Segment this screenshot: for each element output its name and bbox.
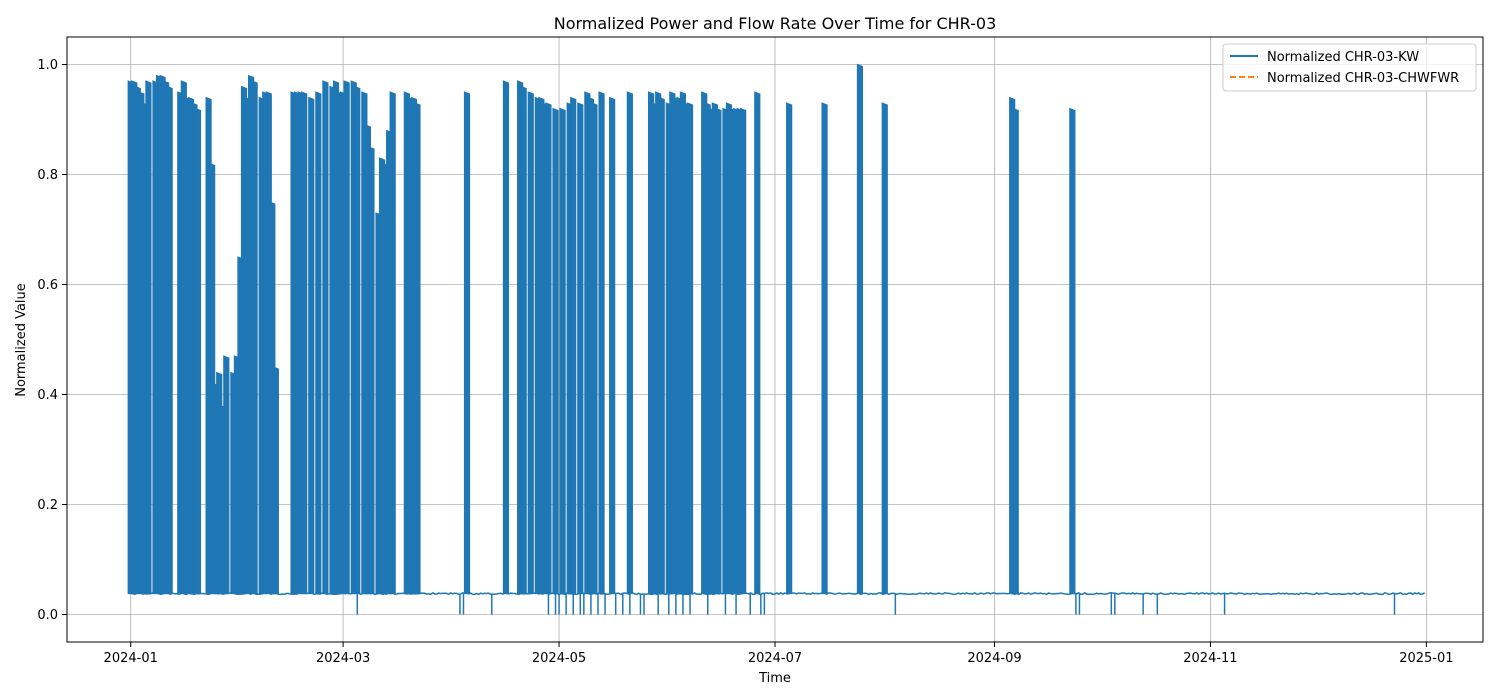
- kw-spike: [570, 96, 577, 595]
- kw-spike: [308, 96, 315, 595]
- kw-spike: [856, 63, 864, 595]
- kw-spike: [301, 91, 308, 595]
- x-axis: 2024-01 2024-03 2024-05 2024-07 2024-09 2024-…: [104, 642, 1454, 666]
- kw-spike: [754, 91, 761, 595]
- kw-spike: [577, 102, 584, 595]
- kw-spike: [322, 80, 329, 595]
- x-tick-label: 2024-03: [316, 651, 370, 666]
- x-tick-label: 2025-01: [1399, 651, 1453, 666]
- x-tick-label: 2024-11: [1183, 651, 1237, 666]
- x-tick-label: 2024-05: [532, 651, 586, 666]
- kw-spike: [272, 366, 279, 595]
- kw-spike: [658, 96, 665, 595]
- kw-spike: [389, 91, 396, 595]
- kw-spike: [145, 80, 152, 595]
- kw-spike: [545, 102, 552, 595]
- kw-spike: [343, 80, 350, 595]
- kw-spike: [315, 91, 322, 595]
- y-tick-label: 1.0: [37, 58, 58, 73]
- legend-label-kw: Normalized CHR-03-KW: [1267, 50, 1419, 65]
- kw-spike: [527, 91, 534, 595]
- kw-spike: [1012, 107, 1019, 595]
- kw-spike: [881, 102, 888, 595]
- kw-spike: [223, 355, 230, 595]
- x-axis-label: Time: [758, 671, 791, 686]
- kw-spike: [591, 102, 598, 595]
- kw-spike: [559, 107, 566, 595]
- chart-title: Normalized Power and Flow Rate Over Time…: [554, 14, 997, 33]
- legend-label-chwfwr: Normalized CHR-03-CHWFWR: [1267, 71, 1459, 86]
- kw-spike: [786, 102, 793, 595]
- kw-spike: [686, 102, 694, 595]
- kw-spike: [626, 91, 633, 595]
- kw-spike: [821, 102, 828, 595]
- kw-spike: [194, 107, 202, 595]
- y-tick-label: 0.8: [37, 168, 58, 183]
- kw-spike: [715, 107, 722, 595]
- x-tick-label: 2024-07: [748, 651, 802, 666]
- x-tick-label: 2024-01: [104, 651, 158, 666]
- y-tick-label: 0.6: [37, 278, 58, 293]
- kw-spike: [414, 102, 421, 595]
- x-tick-label: 2024-09: [967, 651, 1021, 666]
- y-axis: 0.0 0.2 0.4 0.6 0.8 1.0: [37, 58, 67, 623]
- plot-area: [127, 63, 1426, 615]
- kw-spike: [520, 85, 527, 595]
- kw-spike: [609, 96, 616, 595]
- kw-spike: [354, 85, 361, 595]
- kw-spike: [598, 91, 605, 595]
- kw-spike: [166, 85, 173, 595]
- legend-box: [1222, 43, 1477, 92]
- legend: Normalized CHR-03-KW Normalized CHR-03-C…: [1222, 43, 1477, 92]
- kw-spike: [740, 107, 747, 595]
- kw-spike: [368, 146, 375, 595]
- kw-spike: [1069, 107, 1076, 595]
- y-axis-label: Normalized Value: [14, 283, 29, 397]
- y-tick-label: 0.4: [37, 388, 58, 403]
- y-tick-label: 0.0: [37, 608, 58, 623]
- kw-spike: [502, 80, 510, 595]
- kw-spike: [251, 80, 258, 595]
- y-tick-label: 0.2: [37, 498, 58, 513]
- kw-spike: [552, 107, 559, 595]
- kw-spike: [463, 91, 471, 595]
